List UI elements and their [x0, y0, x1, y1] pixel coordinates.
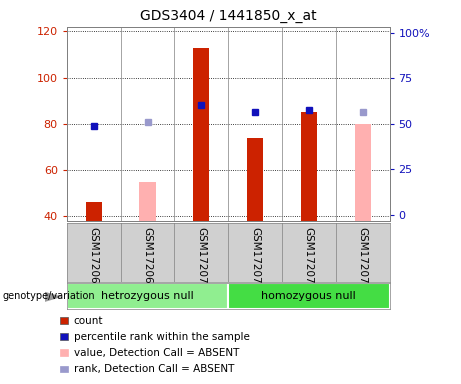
Bar: [247, 138, 263, 221]
Bar: [86, 202, 102, 221]
Text: value, Detection Call = ABSENT: value, Detection Call = ABSENT: [74, 348, 239, 358]
Text: genotype/variation: genotype/variation: [2, 291, 95, 301]
Text: GSM172071: GSM172071: [250, 227, 260, 291]
Text: GSM172070: GSM172070: [196, 227, 207, 291]
Text: GSM172072: GSM172072: [304, 227, 314, 291]
Text: homozygous null: homozygous null: [261, 291, 356, 301]
Bar: [193, 48, 209, 221]
Bar: [67, 283, 228, 309]
Bar: [355, 124, 371, 221]
Text: GSM172073: GSM172073: [358, 227, 368, 291]
Text: GSM172068: GSM172068: [89, 227, 99, 291]
Polygon shape: [45, 292, 62, 302]
Bar: [139, 182, 155, 221]
Text: percentile rank within the sample: percentile rank within the sample: [74, 332, 250, 342]
Text: hetrozygous null: hetrozygous null: [101, 291, 194, 301]
Bar: [228, 283, 390, 309]
Bar: [301, 112, 317, 221]
Title: GDS3404 / 1441850_x_at: GDS3404 / 1441850_x_at: [140, 9, 317, 23]
Text: rank, Detection Call = ABSENT: rank, Detection Call = ABSENT: [74, 364, 234, 374]
Text: GSM172069: GSM172069: [142, 227, 153, 291]
Text: count: count: [74, 316, 103, 326]
